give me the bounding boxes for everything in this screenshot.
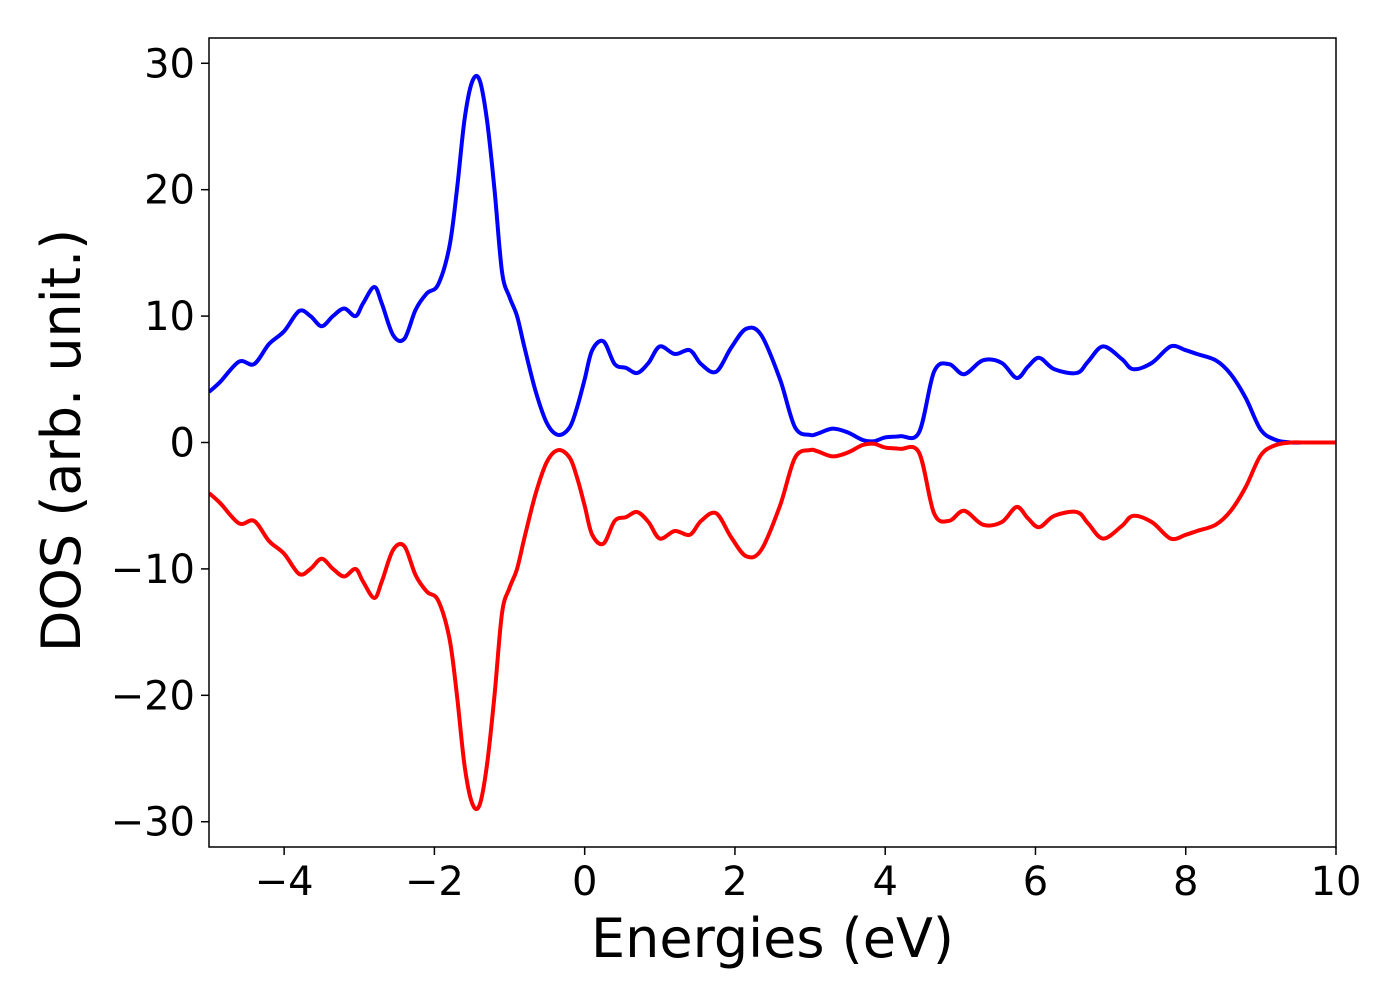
y-tick-label: 30 (144, 41, 195, 87)
y-axis-label: DOS (arb. unit.) (30, 229, 93, 652)
series-line-spin-down (209, 440, 1336, 812)
plot-frame (208, 37, 1337, 848)
y-tick-label: 10 (144, 294, 195, 340)
series-layer (209, 73, 1336, 812)
x-tick-label: 10 (1311, 859, 1362, 905)
y-tick-label: −20 (111, 673, 195, 719)
y-tick-label: −30 (111, 800, 195, 846)
x-tick-label: 6 (1023, 859, 1048, 905)
x-axis-ticks: −4 −2 0 2 4 6 8 10 (255, 847, 1362, 905)
x-tick-label: 4 (872, 859, 897, 905)
x-tick-label: 8 (1173, 859, 1198, 905)
x-tick-label: −4 (255, 859, 314, 905)
y-axis-ticks: 30 20 10 0 −10 −20 −30 (111, 41, 209, 846)
series-line-spin-up (209, 73, 1336, 445)
x-tick-label: 2 (722, 859, 747, 905)
x-axis-label: Energies (eV) (591, 907, 954, 970)
y-tick-label: −10 (111, 547, 195, 593)
x-tick-label: −2 (405, 859, 464, 905)
y-tick-label: 0 (170, 421, 195, 467)
x-tick-label: 0 (572, 859, 597, 905)
y-tick-label: 20 (144, 168, 195, 214)
